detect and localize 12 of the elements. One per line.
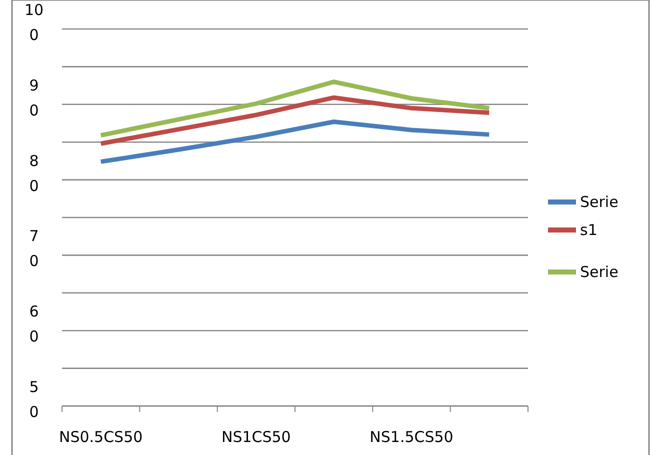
legend-label: Serie [580,193,618,211]
legend-label: s1 [580,221,598,239]
y-tick-label: 7 0 [29,227,39,270]
y-tick-label: 6 0 [29,302,39,346]
x-tick-label: NS1.5CS50 [370,428,454,446]
y-tick-label: 9 0 [29,76,39,120]
x-tick-label: NS1CS50 [221,428,291,446]
y-tick-label: 5 0 [29,378,39,421]
y-tick-label: 8 0 [29,152,39,195]
legend-label: Serie [580,263,618,281]
y-tick-label: 10 0 [24,1,44,44]
x-tick-label: NS0.5CS50 [58,428,143,446]
